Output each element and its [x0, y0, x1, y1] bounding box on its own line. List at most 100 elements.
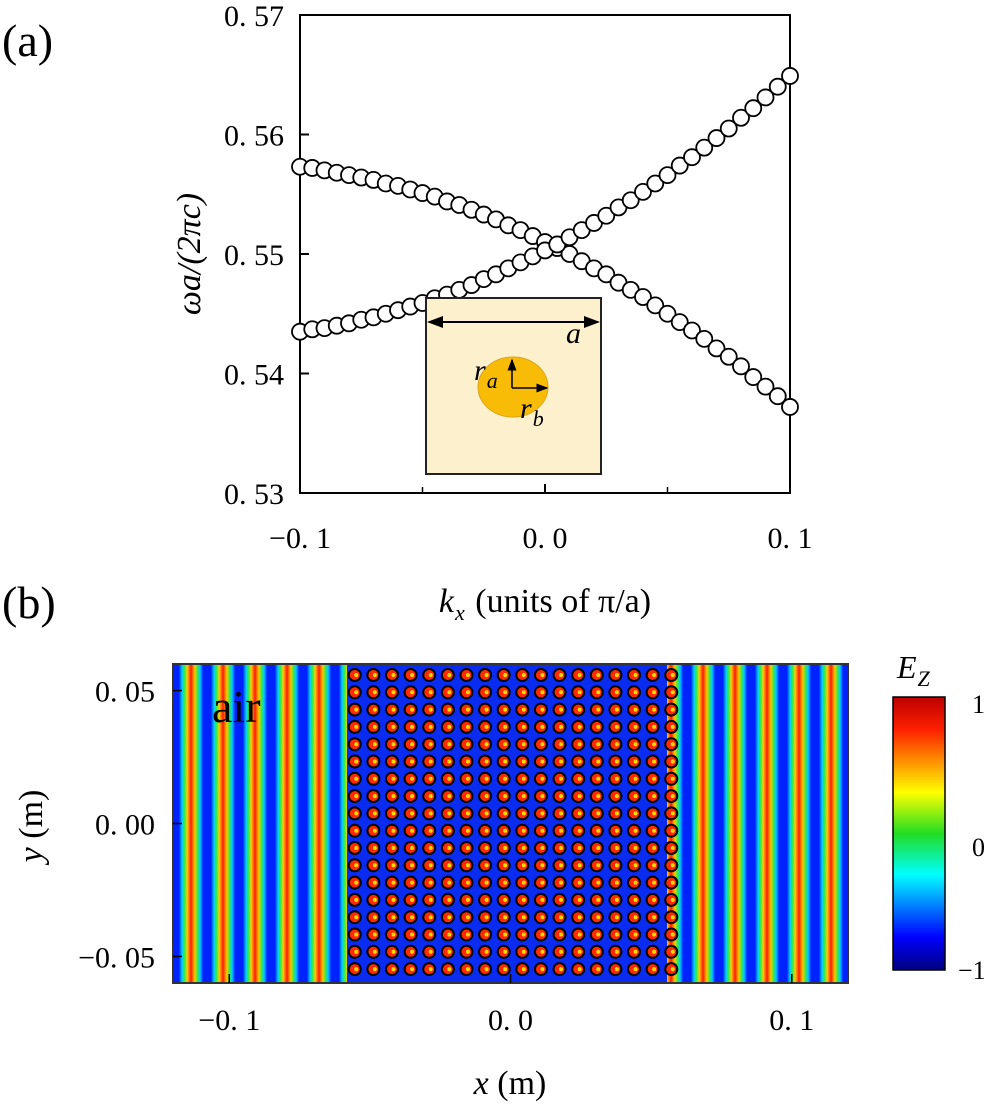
- rod-core: [652, 690, 657, 695]
- rod-core: [670, 673, 675, 677]
- rod-core: [428, 967, 433, 972]
- rod-core: [540, 967, 545, 972]
- rod-core: [577, 897, 582, 902]
- rod-core: [652, 897, 657, 902]
- band-ascending-point: [658, 166, 677, 185]
- rod-core: [428, 707, 433, 712]
- unit-cell-inset: a ra rb: [425, 297, 602, 475]
- rod-core: [652, 915, 657, 920]
- rod-core: [596, 932, 601, 937]
- rod-core: [596, 863, 601, 868]
- rod-core: [354, 897, 359, 902]
- y-tick-label: 0. 56: [224, 120, 284, 153]
- rod-core: [596, 776, 601, 781]
- rod-core: [614, 794, 619, 799]
- rod-core: [540, 915, 545, 920]
- band-descending-point: [683, 321, 701, 340]
- x-tick-label: 0. 0: [488, 1004, 533, 1037]
- rod-core: [614, 949, 619, 954]
- field-map: air −0. 1 0. 0 0. 10. 050. 00−0. 05 x (m) …: [13, 649, 986, 1102]
- rod-core: [447, 863, 452, 868]
- rod-core: [428, 690, 433, 695]
- rod-core: [559, 794, 564, 799]
- rod-core: [372, 794, 377, 799]
- y-tick-label: 0. 57: [224, 0, 284, 33]
- rod-core: [503, 742, 508, 747]
- rod-core: [559, 846, 564, 850]
- rod-core: [465, 880, 470, 885]
- rod-core: [428, 846, 433, 850]
- rod-core: [410, 846, 415, 850]
- band-descending-point: [732, 357, 750, 376]
- rod-core: [503, 794, 508, 799]
- rod-core: [596, 949, 601, 954]
- rod-core: [633, 690, 638, 695]
- rod-core: [614, 759, 619, 764]
- rod-core: [372, 776, 377, 781]
- rod-core: [484, 897, 489, 902]
- rod-core: [503, 949, 508, 954]
- rod-core: [354, 759, 359, 764]
- rod-core: [484, 863, 489, 868]
- rod-core: [596, 828, 601, 833]
- band-ascending-point: [756, 88, 775, 107]
- rod-core: [391, 863, 396, 868]
- rod-core: [614, 915, 619, 920]
- rod-core: [465, 967, 470, 972]
- rod-core: [465, 897, 470, 902]
- rod-core: [540, 811, 545, 816]
- band-ascending-point: [683, 148, 701, 167]
- rod-core: [447, 776, 452, 781]
- rod-core: [596, 846, 601, 850]
- rod-core: [354, 967, 359, 972]
- rod-core: [410, 759, 415, 764]
- rod-core: [559, 724, 564, 729]
- rod-core: [652, 828, 657, 833]
- rod-core: [484, 828, 489, 833]
- rod-core: [503, 932, 508, 937]
- rod-core: [633, 776, 638, 781]
- rod-core: [559, 880, 564, 885]
- rod-core: [540, 932, 545, 937]
- rod-core: [372, 949, 377, 954]
- rod-core: [391, 794, 396, 799]
- rod-core: [614, 828, 619, 833]
- rod-core: [633, 794, 638, 799]
- rod-core: [559, 828, 564, 833]
- rod-core: [484, 673, 489, 677]
- rod-core: [354, 673, 359, 677]
- rod-core: [447, 828, 452, 833]
- rod-core: [465, 759, 470, 764]
- rod-core: [670, 828, 675, 833]
- rod-core: [652, 880, 657, 885]
- band-descending-point: [597, 265, 616, 284]
- rod-core: [447, 724, 452, 729]
- ra-label: ra: [474, 354, 498, 393]
- rod-core: [559, 915, 564, 920]
- band-ascending-point: [621, 191, 640, 210]
- x-axis-label: x (m): [473, 1065, 547, 1102]
- rod-core: [614, 724, 619, 729]
- rod-core: [484, 932, 489, 937]
- rod-core: [410, 932, 415, 937]
- rod-core: [484, 967, 489, 972]
- rod-core: [372, 759, 377, 764]
- rod-core: [410, 776, 415, 781]
- rod-core: [372, 846, 377, 850]
- rod-core: [372, 880, 377, 885]
- rod-core: [503, 846, 508, 850]
- rod-core: [577, 707, 582, 712]
- rod-core: [652, 863, 657, 868]
- rod-core: [670, 880, 675, 885]
- rod-core: [391, 811, 396, 816]
- rod-core: [354, 776, 359, 781]
- band-ascending-point: [695, 138, 714, 157]
- rod-core: [670, 707, 675, 712]
- rod-core: [428, 949, 433, 954]
- y-tick-label: 0. 53: [224, 478, 284, 511]
- rod-core: [391, 690, 396, 695]
- rod-core: [614, 863, 619, 868]
- rod-core: [465, 724, 470, 729]
- rod-core: [447, 794, 452, 799]
- rod-core: [577, 967, 582, 972]
